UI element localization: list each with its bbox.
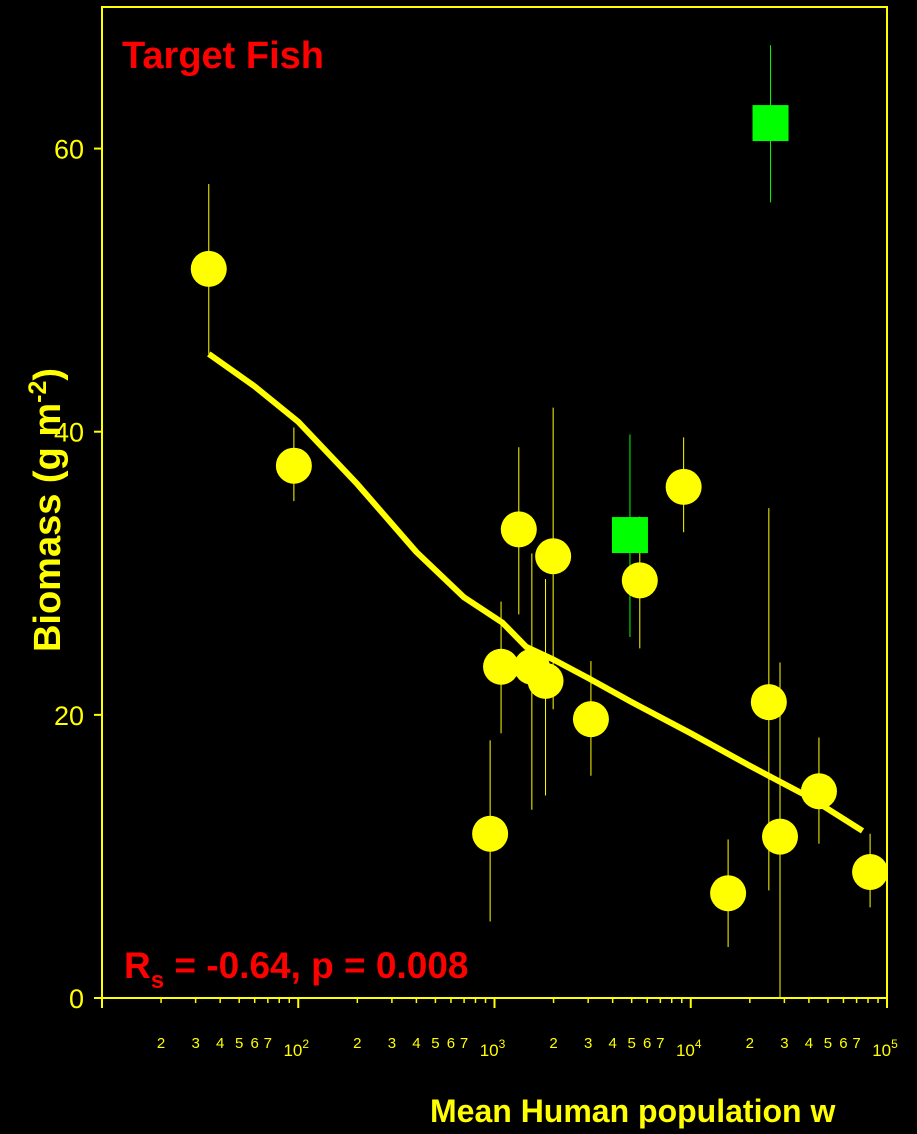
y-tick-label: 60 — [54, 135, 84, 165]
x-minor-label: 3 — [191, 1035, 199, 1052]
data-point — [190, 250, 227, 287]
stats-rest: = -0.64, p = 0.008 — [164, 945, 468, 986]
x-axis-label: Mean Human population w — [430, 1093, 835, 1129]
y-tick-label: 20 — [54, 701, 84, 731]
x-minor-label: 3 — [388, 1035, 396, 1052]
y-axis-label: Biomass (g m-2) — [24, 368, 69, 652]
x-minor-label: 2 — [157, 1035, 165, 1052]
x-minor-label: 7 — [460, 1035, 468, 1052]
x-minor-label: 4 — [805, 1035, 813, 1052]
data-point — [665, 468, 702, 505]
stats-r-subscript: s — [151, 967, 164, 994]
data-point — [275, 447, 312, 484]
x-minor-label: 6 — [643, 1035, 651, 1052]
y-axis-label-sup: -2 — [24, 381, 52, 403]
x-minor-label: 3 — [584, 1035, 592, 1052]
data-point — [762, 818, 799, 855]
y-tick-labels: 0 20 40 60 — [54, 135, 84, 1014]
x-minor-label: 7 — [852, 1035, 860, 1052]
x-decade-label: 105 — [872, 1037, 898, 1060]
x-minor-label: 5 — [431, 1035, 439, 1052]
data-point — [750, 684, 787, 721]
x-minor-label: 4 — [216, 1035, 224, 1052]
data-point — [527, 662, 564, 699]
x-minor-label: 6 — [447, 1035, 455, 1052]
data-point — [472, 815, 509, 852]
axis-ticks — [94, 147, 888, 1008]
y-tick-label: 40 — [54, 418, 84, 448]
x-minor-label: 5 — [824, 1035, 832, 1052]
stats-r: R — [124, 945, 151, 986]
x-minor-label: 7 — [264, 1035, 272, 1052]
x-minor-label: 7 — [656, 1035, 664, 1052]
data-point — [572, 701, 609, 738]
x-minor-label: 2 — [549, 1035, 557, 1052]
data-point — [800, 773, 837, 810]
data-point — [852, 854, 889, 891]
x-minor-label: 4 — [608, 1035, 616, 1052]
data-point — [621, 562, 658, 599]
data-markers — [190, 105, 889, 912]
x-minor-label: 3 — [780, 1035, 788, 1052]
y-tick-label: 0 — [69, 984, 84, 1014]
data-point — [500, 511, 537, 548]
data-point — [483, 648, 520, 685]
trend-line-group — [207, 351, 865, 834]
x-minor-label: 6 — [839, 1035, 847, 1052]
x-minor-label: 5 — [628, 1035, 636, 1052]
y-axis-label-end: ) — [27, 368, 69, 381]
x-decade-label: 102 — [283, 1037, 309, 1060]
x-decade-label: 104 — [676, 1037, 702, 1060]
x-minor-label: 2 — [746, 1035, 754, 1052]
y-axis-label-main: Biomass (g m — [27, 403, 69, 652]
error-bars — [208, 45, 871, 998]
data-point — [535, 538, 572, 575]
x-minor-label: 6 — [251, 1035, 259, 1052]
x-decade-label: 103 — [480, 1037, 506, 1060]
data-point-square — [752, 105, 789, 142]
stats-annotation: Rs = -0.64, p = 0.008 — [124, 945, 469, 994]
trend-line — [207, 351, 865, 834]
data-point-square — [611, 517, 648, 554]
x-minor-label: 5 — [235, 1035, 243, 1052]
x-minor-label: 2 — [353, 1035, 361, 1052]
data-point — [710, 875, 747, 912]
chart-title: Target Fish — [122, 35, 324, 77]
x-minor-label: 4 — [412, 1035, 420, 1052]
